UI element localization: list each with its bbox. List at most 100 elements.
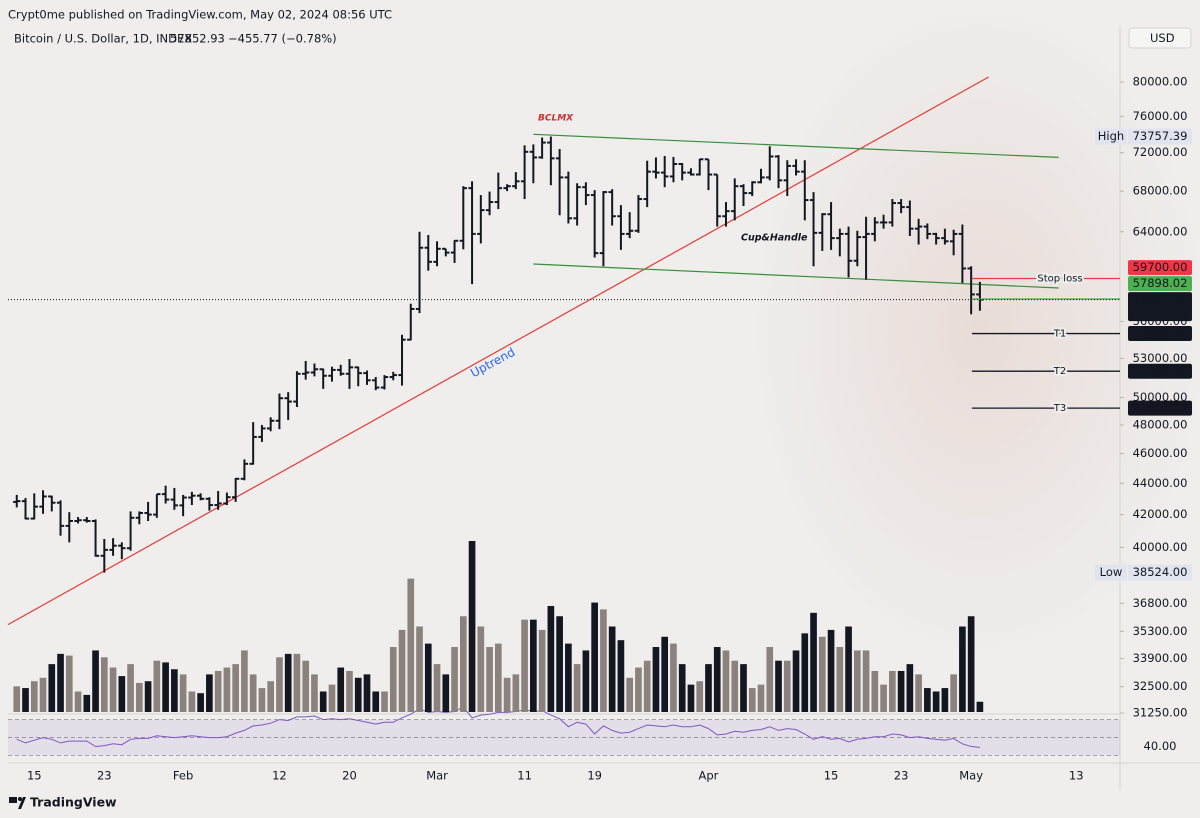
volume-bar bbox=[459, 616, 467, 712]
volume-bar bbox=[276, 657, 283, 712]
publisher: Crypt0me published on TradingView.com, M… bbox=[8, 8, 392, 22]
price-label: 55000.00 bbox=[1133, 326, 1188, 340]
y-tick-label: 35300.00 bbox=[1133, 624, 1188, 638]
x-tick-label: 11 bbox=[517, 769, 532, 783]
volume-bar bbox=[766, 647, 774, 712]
volume-bar bbox=[897, 670, 905, 712]
trendline bbox=[7, 76, 989, 626]
y-tick-label: 31250.00 bbox=[1133, 706, 1188, 720]
volume-bar bbox=[424, 643, 432, 712]
volume-bar bbox=[39, 677, 47, 712]
volume-bar bbox=[468, 541, 476, 712]
extreme-name-box bbox=[1095, 564, 1127, 581]
price-label-box bbox=[1128, 400, 1192, 416]
x-tick-label: 15 bbox=[27, 769, 42, 783]
volume-bar bbox=[976, 701, 984, 712]
volume-bar bbox=[197, 693, 204, 712]
extreme-name-box bbox=[1095, 128, 1127, 145]
volume-bar bbox=[792, 650, 800, 712]
volume-bar bbox=[538, 629, 546, 712]
volume-bar bbox=[871, 670, 879, 712]
volume-bar bbox=[188, 691, 196, 712]
annotation: Cup&Handle bbox=[741, 233, 808, 244]
currency-box[interactable] bbox=[1128, 27, 1192, 49]
volume-bar bbox=[442, 674, 450, 712]
y-tick-label: 36800.00 bbox=[1133, 596, 1188, 610]
rsi-line bbox=[16, 706, 980, 748]
volume-bar bbox=[109, 667, 117, 712]
volume-bar bbox=[696, 681, 704, 712]
volume-bar bbox=[179, 674, 187, 712]
volume-bar bbox=[950, 674, 957, 712]
volume-bar bbox=[92, 650, 99, 712]
y-tick-label: 76000.00 bbox=[1133, 109, 1188, 123]
price-line-name: T3 bbox=[1053, 403, 1066, 414]
extreme-value: 38524.00 bbox=[1133, 565, 1188, 579]
volume-bar bbox=[670, 643, 677, 712]
volume-bar bbox=[757, 684, 765, 712]
volume-bar bbox=[556, 616, 563, 712]
y-tick-label: 46000.00 bbox=[1133, 446, 1188, 460]
volume-bar bbox=[661, 636, 669, 712]
price-label-box bbox=[1128, 292, 1192, 322]
volume-bar bbox=[915, 674, 922, 712]
volume-bar bbox=[932, 691, 940, 712]
volume-bar bbox=[206, 674, 213, 712]
countdown: 15:03:50 bbox=[1134, 306, 1186, 320]
volume-bar bbox=[83, 694, 91, 712]
y-tick-label: 33900.00 bbox=[1133, 651, 1188, 665]
y-tick-label: 53000.00 bbox=[1133, 351, 1188, 365]
y-tick-label: 68000.00 bbox=[1133, 184, 1188, 198]
volume-bar bbox=[302, 660, 310, 712]
x-tick-label: 13 bbox=[1069, 769, 1084, 783]
price-label: 52000.00 bbox=[1133, 364, 1188, 378]
volume-bar bbox=[845, 626, 852, 712]
volume-bar bbox=[503, 677, 511, 712]
volume-bar bbox=[372, 691, 380, 712]
volume-bar bbox=[74, 691, 82, 712]
x-tick-label: May bbox=[959, 769, 983, 783]
volume-bar bbox=[713, 647, 721, 712]
volume-bar bbox=[643, 660, 651, 712]
x-tick-label: 23 bbox=[894, 769, 909, 783]
volume-bar bbox=[389, 647, 397, 712]
price-label: 59700.00 bbox=[1133, 260, 1188, 274]
volume-bar bbox=[547, 605, 555, 712]
volume-bar bbox=[381, 691, 388, 712]
volume-bar bbox=[249, 674, 257, 712]
volume-bar bbox=[652, 647, 660, 712]
last-price: 57852.93 bbox=[170, 32, 225, 46]
annotation: BCLMX bbox=[538, 114, 574, 124]
currency[interactable]: USD bbox=[1150, 31, 1175, 45]
volume-bar bbox=[346, 670, 353, 712]
volume-bar bbox=[153, 660, 161, 712]
price-label-box bbox=[1128, 276, 1192, 292]
volume-bar bbox=[626, 677, 633, 712]
price-label-box bbox=[1128, 326, 1192, 342]
background-art bbox=[750, 0, 1200, 660]
volume-bar bbox=[127, 664, 134, 712]
rsi-tick-label: 40.00 bbox=[1144, 739, 1177, 753]
volume-bar bbox=[722, 650, 730, 712]
volume-bar bbox=[162, 662, 169, 712]
volume-bar bbox=[775, 660, 782, 712]
volume-bar bbox=[906, 664, 914, 712]
change: −455.77 (−0.78%) bbox=[228, 32, 337, 46]
volume-bar bbox=[530, 619, 537, 712]
y-tick-label: 50000.00 bbox=[1133, 390, 1188, 404]
volume-bar bbox=[136, 682, 143, 712]
volume-bar bbox=[967, 616, 975, 712]
volume-bar bbox=[407, 578, 415, 712]
volume-bar bbox=[144, 681, 152, 712]
x-tick-label: 12 bbox=[272, 769, 287, 783]
volume-bar bbox=[48, 664, 56, 712]
volume-bar bbox=[880, 684, 887, 712]
volume-bar bbox=[783, 660, 791, 712]
price-label-box bbox=[1128, 260, 1192, 276]
y-tick-label: 80000.00 bbox=[1133, 74, 1188, 88]
volume-bar bbox=[57, 653, 64, 712]
volume-bar bbox=[171, 669, 178, 712]
price-label: 57852.93 bbox=[1133, 292, 1188, 306]
volume-bar bbox=[232, 664, 239, 712]
volume-bar bbox=[354, 677, 362, 712]
